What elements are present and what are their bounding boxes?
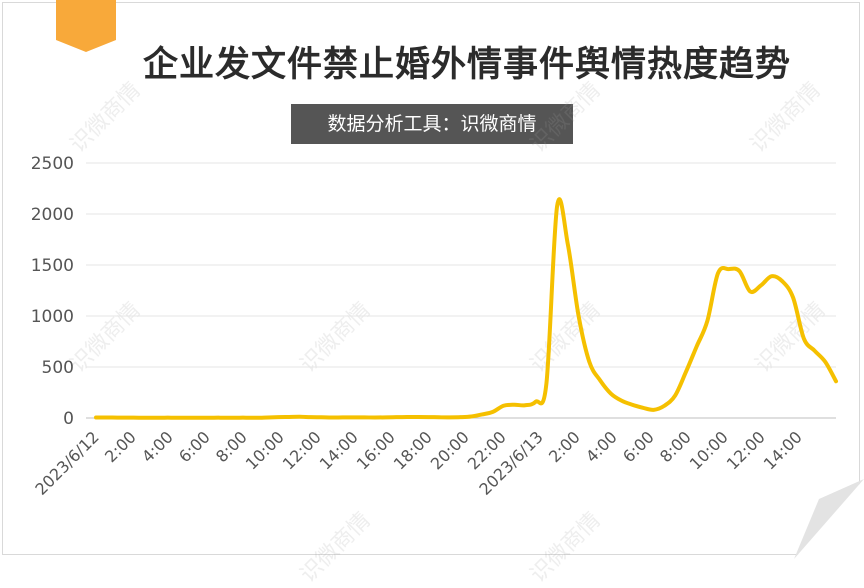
x-tick-label: 10:00 (242, 427, 288, 473)
x-tick-label: 12:00 (723, 427, 769, 473)
x-tick-label: 2023/6/12 (31, 427, 102, 498)
x-tick-label: 14:00 (316, 427, 362, 473)
x-tick-label: 4:00 (138, 427, 177, 466)
x-tick-label: 4:00 (582, 427, 621, 466)
series-line (96, 199, 836, 418)
y-tick-label: 2000 (31, 205, 74, 225)
x-tick-label: 14:00 (760, 427, 806, 473)
page-curl-decoration (794, 479, 864, 559)
y-tick-label: 1500 (31, 256, 74, 276)
y-tick-label: 0 (63, 409, 74, 429)
x-tick-label: 10:00 (686, 427, 732, 473)
x-tick-label: 6:00 (619, 427, 658, 466)
y-tick-label: 500 (42, 358, 74, 378)
x-tick-label: 12:00 (279, 427, 325, 473)
x-tick-label: 2:00 (545, 427, 584, 466)
x-tick-label: 16:00 (353, 427, 399, 473)
y-tick-label: 1000 (31, 307, 74, 327)
x-tick-label: 18:00 (390, 427, 436, 473)
y-tick-label: 2500 (31, 154, 74, 174)
x-tick-label: 20:00 (427, 427, 473, 473)
x-tick-label: 6:00 (175, 427, 214, 466)
x-tick-label: 2:00 (101, 427, 140, 466)
